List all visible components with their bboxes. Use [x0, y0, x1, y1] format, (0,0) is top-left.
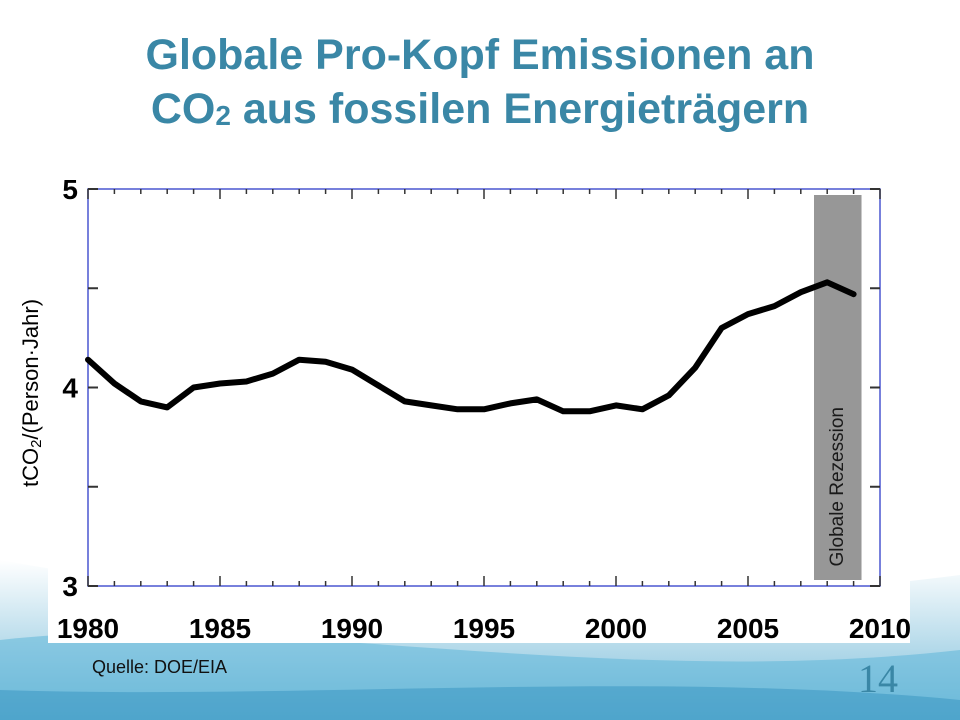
data-point — [771, 303, 777, 309]
data-point — [824, 279, 830, 285]
data-point — [481, 406, 487, 412]
data-point — [375, 383, 381, 389]
y-axis-label-post: /(Person·Jahr) — [18, 298, 43, 440]
recession-band — [814, 195, 862, 580]
data-point — [138, 398, 144, 404]
title-line-1: Globale Pro-Kopf Emissionen an — [145, 31, 815, 79]
y-axis-label-subscript: 2 — [28, 439, 45, 448]
x-tick-label: 1980 — [57, 613, 119, 643]
y-axis-label-pre: tCO — [18, 447, 43, 488]
data-point — [560, 408, 566, 414]
data-point — [323, 359, 329, 365]
data-point — [534, 396, 540, 402]
source-note: Quelle: DOE/EIA — [92, 657, 228, 677]
data-point — [243, 379, 249, 385]
data-point — [296, 357, 302, 363]
y-tick-label: 4 — [62, 373, 78, 404]
data-point — [587, 408, 593, 414]
data-point — [217, 381, 223, 387]
line-chart: Globale Rezession 3 4 5 1980 1985 1990 1995 2000… — [57, 174, 910, 643]
data-point — [613, 402, 619, 408]
data-point — [428, 402, 434, 408]
data-point — [745, 311, 751, 317]
page-title: Globale Pro-Kopf Emissionen an CO2 aus f… — [20, 28, 940, 136]
series-line — [85, 279, 857, 415]
recession-band-label: Globale Rezession — [827, 407, 848, 566]
data-point — [692, 365, 698, 371]
data-point — [270, 371, 276, 377]
chart-panel: Globale Rezession 3 4 5 1980 1985 1990 1995 2000… — [48, 168, 910, 643]
data-point — [798, 289, 804, 295]
data-point — [851, 291, 857, 297]
title-co: CO — [150, 85, 216, 133]
data-point — [507, 400, 513, 406]
y-tick-label: 5 — [62, 174, 78, 205]
data-point — [402, 398, 408, 404]
data-point — [455, 406, 461, 412]
data-point — [666, 392, 672, 398]
x-tick-label: 1985 — [189, 613, 251, 643]
x-tick-label: 1990 — [321, 613, 383, 643]
data-point — [639, 406, 645, 412]
x-tick-label: 2005 — [717, 613, 779, 643]
y-tick-label: 3 — [62, 571, 78, 602]
x-tick-label: 2010 — [849, 613, 910, 643]
data-point — [111, 381, 117, 387]
title-line-2: CO2 aus fossilen Energieträgern — [20, 82, 940, 136]
data-point — [349, 367, 355, 373]
y-axis-label-box — [8, 240, 54, 546]
page-number: 14 — [858, 656, 898, 701]
x-tick-label: 1995 — [453, 613, 515, 643]
title-subscript: 2 — [215, 100, 231, 131]
data-point — [85, 357, 91, 363]
data-point — [164, 404, 170, 410]
y-axis-label: tCO2/(Person·Jahr) — [18, 298, 45, 488]
title-rest: aus fossilen Energieträgern — [230, 85, 810, 133]
data-point — [719, 325, 725, 331]
data-point — [191, 385, 197, 390]
x-tick-label: 2000 — [585, 613, 647, 643]
